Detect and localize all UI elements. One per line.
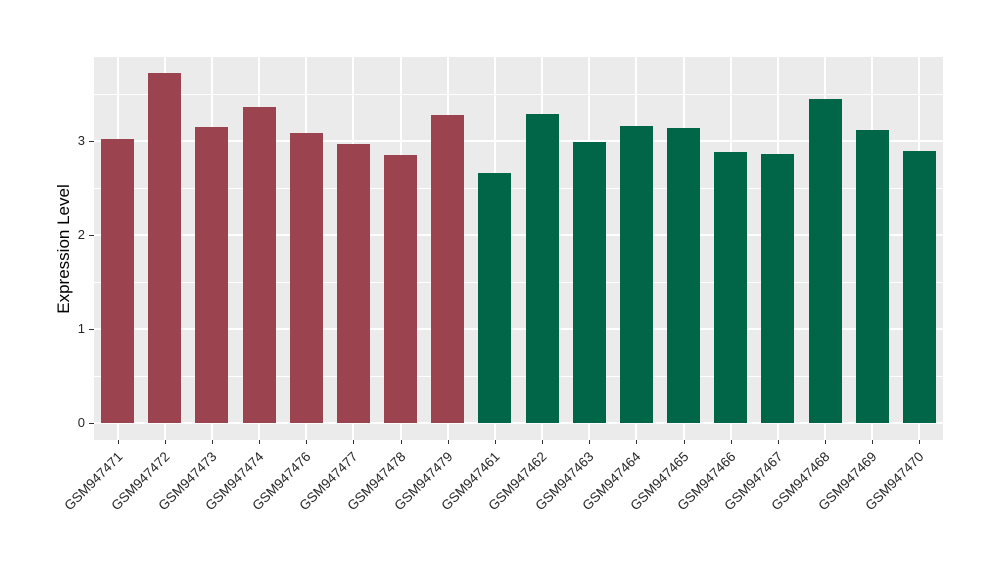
x-axis-tick [777,440,779,444]
bar-GSM947469 [855,129,889,423]
x-axis-tick [117,440,119,444]
minor-gridline [94,281,943,283]
x-axis-tick [683,440,685,444]
bar-GSM947461 [478,172,512,423]
chart-panel [94,57,943,440]
minor-gridline [94,93,943,95]
y-tick-label: 1 [77,321,85,336]
bar-GSM947478 [384,155,418,423]
bar-GSM947479 [431,114,465,423]
bar-GSM947466 [714,152,748,423]
x-axis-tick [447,440,449,444]
x-axis-tick [211,440,213,444]
bar-GSM947470 [902,151,936,423]
x-axis-tick [872,440,874,444]
x-axis-tick [400,440,402,444]
bar-GSM947464 [619,125,653,423]
major-gridline [94,140,943,142]
y-tick-label: 0 [77,415,85,430]
major-gridline [94,328,943,330]
major-gridline [94,422,943,424]
x-axis-tick [730,440,732,444]
y-tick-label: 2 [77,227,85,242]
x-axis-tick [353,440,355,444]
bar-GSM947472 [148,73,182,423]
bar-GSM947465 [667,127,701,423]
x-axis-tick [306,440,308,444]
x-axis-tick [589,440,591,444]
y-axis-tick [89,235,94,236]
x-axis-tick [164,440,166,444]
y-tick-label: 3 [77,133,85,148]
bar-GSM947462 [525,113,559,423]
bar-GSM947474 [242,107,276,423]
x-tick-label: GSM947470 [862,449,928,514]
bar-GSM947468 [808,98,842,423]
bar-GSM947471 [101,139,135,423]
bar-GSM947477 [336,143,370,423]
y-axis-tick [89,141,94,142]
x-axis-tick [636,440,638,444]
bar-GSM947476 [289,133,323,423]
bar-GSM947473 [195,126,229,423]
y-axis-title: Expression Level [54,183,73,314]
major-gridline [94,234,943,236]
x-axis-tick [259,440,261,444]
x-axis-tick [494,440,496,444]
bar-GSM947463 [572,141,606,423]
y-axis-tick [89,423,94,424]
x-axis-tick [825,440,827,444]
minor-gridline [94,187,943,189]
x-axis-tick [542,440,544,444]
minor-gridline [94,375,943,377]
x-axis-tick [919,440,921,444]
y-axis-tick [89,329,94,330]
bar-GSM947467 [761,154,795,423]
